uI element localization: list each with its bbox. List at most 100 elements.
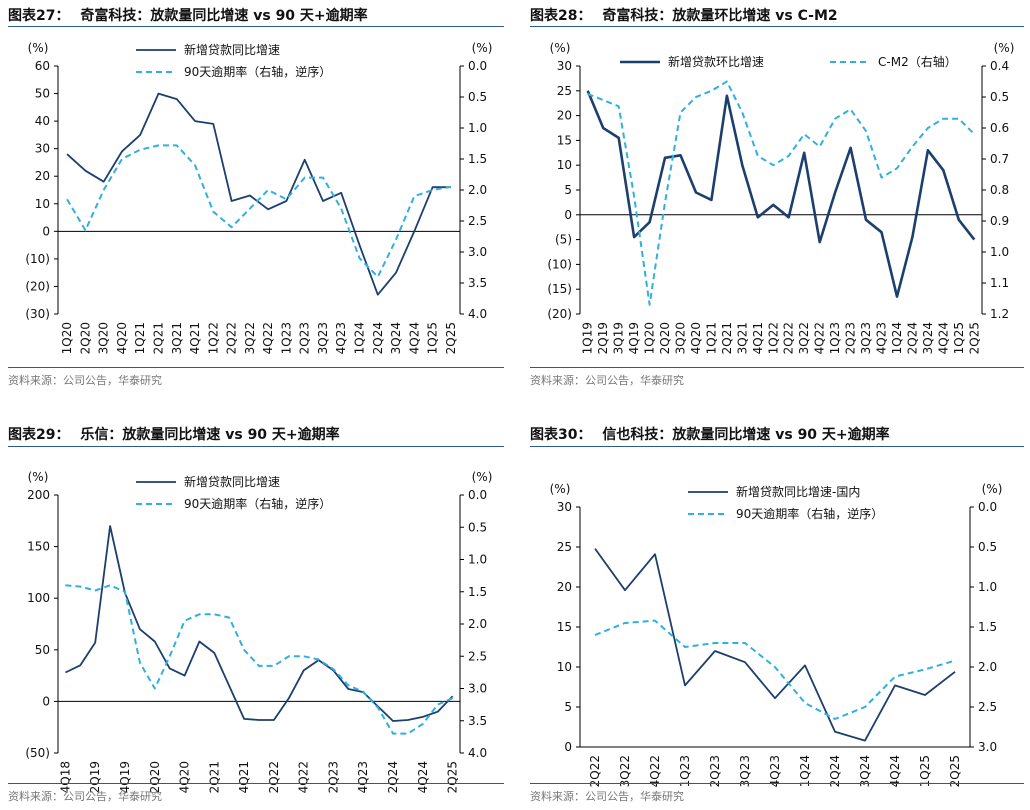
x-tick-label: 2Q25 bbox=[444, 322, 458, 354]
x-tick-label: 2Q21 bbox=[152, 322, 166, 354]
source-rule bbox=[8, 783, 504, 784]
right-axis-unit: (%) bbox=[472, 470, 493, 484]
x-tick-label: 4Q23 bbox=[334, 322, 348, 354]
x-tick-label: 1Q24 bbox=[353, 322, 367, 354]
right-tick-label: 2.5 bbox=[468, 214, 487, 228]
left-tick-label: (20) bbox=[25, 279, 50, 293]
figure-number: 图表27： bbox=[8, 8, 70, 24]
chart-svg: 0 5 10 15 20 25 30 3.0 2.5 2.0 1.5 1.0 0.5 0.0 (%) (%) 2… bbox=[550, 482, 1003, 787]
x-tick-label: 1Q19 bbox=[581, 322, 595, 354]
chart-svg: (30) (20) (10) 0 10 20 30 40 50 60 4.0 3.5 3.0 2.5 2.0… bbox=[25, 41, 492, 354]
x-tick-label: 4Q20 bbox=[178, 761, 192, 793]
left-tick-label: 0 bbox=[42, 224, 50, 238]
source-note: 资料来源：公司公告，华泰研究 bbox=[8, 374, 162, 387]
right-tick-label: 3.0 bbox=[468, 682, 487, 696]
x-tick-label: 2Q25 bbox=[446, 761, 460, 793]
series-line-secondary bbox=[594, 619, 956, 720]
left-tick-label: 10 bbox=[557, 660, 572, 674]
chart-panel-3: 图表29： 乐信：放款量同比增速 vs 90 天+逾期率 (50) 0 50 100 1… bbox=[8, 420, 508, 810]
x-tick-label: 4Q19 bbox=[627, 322, 641, 354]
x-tick-label: 2Q22 bbox=[225, 322, 239, 354]
x-tick-label: 2Q19 bbox=[88, 761, 102, 793]
right-tick-label: 2.5 bbox=[468, 649, 487, 663]
x-tick-label: 2Q20 bbox=[78, 322, 92, 354]
x-tick-label: 2Q20 bbox=[148, 761, 162, 793]
left-tick-label: 20 bbox=[557, 109, 572, 123]
right-tick-label: 0.5 bbox=[990, 90, 1009, 104]
right-axis-unit: (%) bbox=[982, 482, 1003, 496]
x-tick-label: 2Q19 bbox=[596, 322, 610, 354]
right-tick-label: 1.5 bbox=[468, 152, 487, 166]
x-tick-label: 1Q21 bbox=[704, 322, 718, 354]
title-rule bbox=[530, 446, 1024, 447]
left-tick-label: (20) bbox=[547, 307, 572, 321]
x-tick-label: 4Q20 bbox=[689, 322, 703, 354]
title-rule bbox=[8, 26, 504, 27]
legend-label: 新增贷款环比增速 bbox=[668, 54, 764, 69]
series-line-secondary bbox=[587, 80, 976, 306]
x-tick-label: 1Q24 bbox=[798, 755, 812, 787]
x-tick-label: 3Q23 bbox=[738, 755, 752, 787]
right-tick-label: 1.0 bbox=[990, 245, 1009, 259]
source-note: 资料来源：公司公告，华泰研究 bbox=[530, 790, 684, 803]
x-tick-label: 4Q24 bbox=[416, 761, 430, 793]
source-rule bbox=[8, 367, 504, 368]
x-tick-label: 4Q18 bbox=[58, 761, 72, 793]
x-tick-label: 2Q24 bbox=[386, 761, 400, 793]
right-tick-label: 0.5 bbox=[978, 540, 997, 554]
chart-panel-2: 图表28： 奇富科技：放款量环比增速 vs C-M2 (20) (15) (10)(… bbox=[530, 0, 1026, 405]
x-tick-label: 4Q24 bbox=[936, 322, 950, 354]
right-tick-label: 2.5 bbox=[978, 700, 997, 714]
x-tick-label: 3Q24 bbox=[858, 755, 872, 787]
chart-svg: (50) 0 50 100 150 200 4.0 3.5 3.0 2.5 2.0 1.5 1.0 0.5… bbox=[25, 470, 493, 793]
x-tick-label: 2Q22 bbox=[588, 755, 602, 787]
left-tick-label: 40 bbox=[35, 114, 50, 128]
series-line-primary bbox=[586, 90, 976, 298]
left-tick-label: 30 bbox=[557, 59, 572, 73]
x-tick-label: 3Q20 bbox=[674, 322, 688, 354]
right-tick-label: 1.0 bbox=[978, 580, 997, 594]
figure-number: 图表30： bbox=[530, 427, 592, 443]
right-tick-label: 0.0 bbox=[978, 500, 997, 514]
x-tick-label: 4Q22 bbox=[261, 322, 275, 354]
source-rule bbox=[530, 367, 1024, 368]
x-tick-label: 2Q22 bbox=[782, 322, 796, 354]
left-tick-label: 150 bbox=[27, 540, 50, 554]
left-tick-label: 0 bbox=[564, 740, 572, 754]
x-tick-label: 4Q21 bbox=[188, 322, 202, 354]
right-tick-label: 0.0 bbox=[468, 488, 487, 502]
x-tick-label: 4Q23 bbox=[768, 755, 782, 787]
source-note: 资料来源：公司公告，华泰研究 bbox=[8, 790, 162, 803]
figure-number: 图表28： bbox=[530, 8, 592, 24]
right-tick-label: 3.5 bbox=[468, 276, 487, 290]
title-text: 奇富科技：放款量环比增速 vs C-M2 bbox=[602, 8, 838, 24]
x-tick-label: 2Q21 bbox=[207, 761, 221, 793]
left-tick-label: 25 bbox=[557, 84, 572, 98]
right-tick-label: 0.0 bbox=[468, 59, 487, 73]
x-tick-label: 1Q20 bbox=[643, 322, 657, 354]
title-text: 奇富科技：放款量同比增速 vs 90 天+逾期率 bbox=[80, 8, 368, 24]
left-tick-label: 10 bbox=[557, 158, 572, 172]
x-tick-label: 1Q20 bbox=[60, 322, 74, 354]
x-tick-label: 1Q22 bbox=[206, 322, 220, 354]
x-tick-label: 3Q21 bbox=[735, 322, 749, 354]
left-tick-label: 10 bbox=[35, 197, 50, 211]
left-tick-label: (10) bbox=[547, 257, 572, 271]
x-tick-label: 1Q23 bbox=[828, 322, 842, 354]
x-tick-label: 3Q19 bbox=[612, 322, 626, 354]
legend-label: C-M2（右轴） bbox=[878, 54, 957, 69]
chart-panel-1: 图表27： 奇富科技：放款量同比增速 vs 90 天+逾期率 (30) (20)(… bbox=[8, 0, 508, 405]
left-axis-unit: (%) bbox=[28, 41, 49, 55]
x-tick-label: 2Q22 bbox=[267, 761, 281, 793]
right-tick-label: 0.7 bbox=[990, 152, 1009, 166]
series-line-secondary bbox=[66, 144, 452, 278]
x-tick-label: 2Q25 bbox=[948, 755, 962, 787]
x-tick-label: 2Q23 bbox=[298, 322, 312, 354]
right-tick-label: 3.0 bbox=[978, 740, 997, 754]
x-tick-label: 4Q20 bbox=[115, 322, 129, 354]
x-tick-label: 4Q21 bbox=[237, 761, 251, 793]
right-tick-label: 2.0 bbox=[468, 183, 487, 197]
left-tick-label: 200 bbox=[27, 488, 50, 502]
left-tick-label: 15 bbox=[557, 620, 572, 634]
legend-label: 新增贷款同比增速 bbox=[184, 474, 280, 489]
